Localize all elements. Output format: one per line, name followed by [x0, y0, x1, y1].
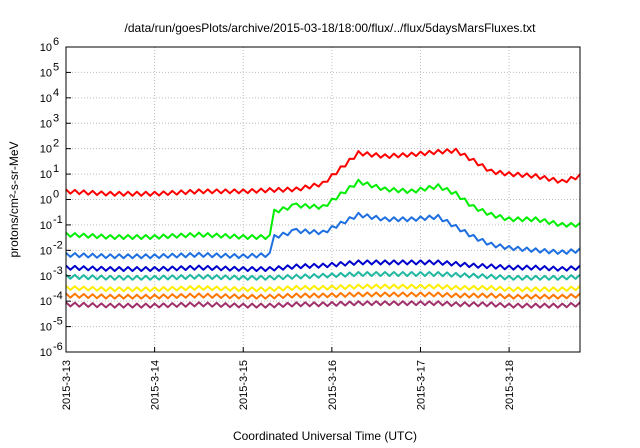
y-tick-exponent: -2: [53, 239, 63, 251]
y-tick-label: 10: [40, 67, 52, 79]
y-tick-exponent: -3: [53, 265, 63, 277]
x-tick-label: 2015-3-17: [415, 360, 427, 410]
y-tick-exponent: -1: [53, 214, 63, 226]
y-tick-exponent: -5: [53, 316, 63, 328]
y-tick-exponent: 2: [53, 138, 59, 150]
y-tick-label: 10: [40, 347, 52, 359]
y-tick-label: 10: [40, 169, 52, 181]
y-tick-exponent: 0: [53, 189, 59, 201]
chart-title: /data/run/goesPlots/archive/2015-03-18/1…: [125, 21, 537, 35]
series-line: [65, 283, 581, 293]
y-tick-exponent: -4: [53, 290, 63, 302]
y-tick-exponent: 6: [53, 36, 59, 48]
y-tick-label: 10: [40, 245, 52, 257]
y-axis-ticks: 10 -610 -510 -410 -310 -210 -110 010 110 210 310 41…: [40, 36, 71, 359]
y-tick-exponent: 1: [53, 163, 59, 175]
series-line: [65, 300, 581, 309]
x-tick-label: 2015-3-14: [150, 360, 162, 410]
series-line: [65, 147, 581, 197]
x-axis-label: Coordinated Universal Time (UTC): [233, 429, 417, 443]
x-tick-label: 2015-3-16: [327, 360, 339, 410]
y-tick-label: 10: [40, 93, 52, 105]
y-tick-label: 10: [40, 118, 52, 130]
y-tick-label: 10: [40, 42, 52, 54]
y-tick-exponent: 3: [53, 112, 59, 124]
x-tick-label: 2015-3-15: [238, 360, 250, 410]
x-tick-label: 2015-3-13: [61, 360, 73, 410]
y-tick-label: 10: [40, 220, 52, 232]
data-series: [65, 147, 581, 309]
y-tick-exponent: 5: [53, 61, 59, 73]
series-line: [65, 178, 581, 240]
x-axis-ticks: 2015-3-13 2015-3-14 2015-3-15 2015-3-16 2015…: [61, 347, 516, 410]
y-axis-label: protons/cm²-s-sr-MeV: [7, 141, 21, 257]
y-tick-exponent: 4: [53, 87, 59, 99]
y-tick-label: 10: [40, 296, 52, 308]
y-tick-label: 10: [40, 144, 52, 156]
series-line: [65, 211, 581, 260]
y-tick-label: 10: [40, 322, 52, 334]
series-line: [65, 271, 581, 281]
x-tick-label: 2015-3-18: [504, 360, 516, 410]
y-tick-exponent: -6: [53, 341, 63, 353]
y-tick-label: 10: [40, 271, 52, 283]
series-line: [65, 291, 581, 300]
y-tick-label: 10: [40, 195, 52, 207]
series-line: [65, 259, 581, 272]
